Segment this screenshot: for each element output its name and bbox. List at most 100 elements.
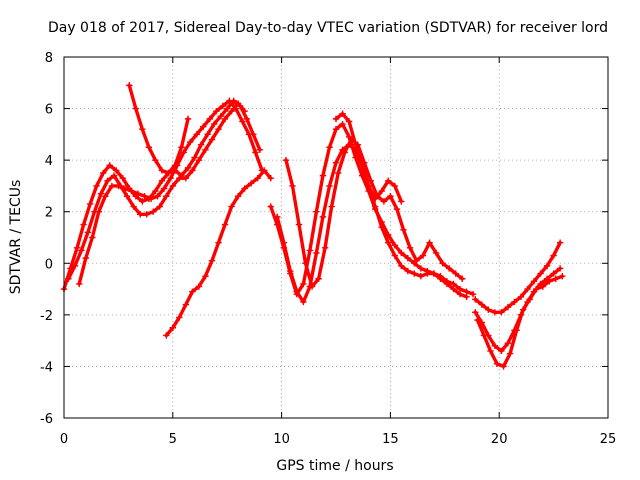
data-point (313, 208, 320, 215)
data-point (378, 223, 385, 231)
data-point (189, 167, 196, 174)
data-point (404, 267, 412, 275)
data-point (469, 291, 477, 298)
data-point (498, 347, 505, 355)
data-point (200, 123, 207, 130)
data-point (195, 283, 203, 290)
data-point (256, 146, 264, 154)
series-arc-6 (267, 120, 477, 298)
data-point (139, 198, 146, 205)
data-point (169, 182, 176, 190)
x-tick-label: 25 (600, 432, 617, 447)
data-point (254, 174, 261, 182)
data-point (121, 185, 129, 192)
data-point (411, 270, 418, 277)
data-point (487, 347, 494, 355)
data-point (226, 97, 233, 105)
data-point (76, 280, 83, 288)
data-point (210, 120, 218, 128)
data-point (139, 126, 146, 133)
data-point (398, 262, 405, 270)
data-point (115, 182, 122, 190)
data-point (517, 293, 525, 301)
x-tick-label: 20 (491, 432, 508, 447)
data-point (532, 285, 540, 293)
data-point (552, 275, 559, 282)
data-point (417, 265, 425, 272)
data-point (110, 172, 118, 179)
x-tick-label: 15 (382, 432, 399, 447)
data-point (300, 298, 307, 306)
data-point (150, 208, 157, 215)
data-point (267, 203, 274, 210)
series-arc-1 (60, 97, 264, 293)
data-point (456, 291, 464, 298)
data-point (152, 187, 159, 195)
data-point (321, 244, 329, 252)
data-point (197, 141, 205, 148)
data-point (293, 288, 301, 295)
data-point (169, 324, 176, 331)
data-point (339, 110, 346, 117)
data-point (152, 156, 159, 164)
data-point (459, 275, 466, 282)
data-point (163, 332, 170, 339)
series-trace (62, 99, 262, 291)
data-point (73, 244, 81, 252)
data-point (439, 260, 446, 267)
data-point (84, 229, 92, 236)
data-point (295, 221, 303, 228)
data-point (80, 221, 87, 228)
data-point (537, 270, 544, 277)
data-point (334, 169, 342, 177)
data-point (147, 195, 155, 203)
data-point (306, 247, 314, 254)
data-point (167, 174, 174, 182)
data-point (202, 146, 209, 154)
axis-ticks: 0 5 10 15 20 25 -6 -4 -2 0 2 4 6 8 (40, 51, 616, 447)
data-point (308, 283, 316, 290)
data-point (546, 278, 553, 285)
data-point (213, 107, 220, 115)
data-point (184, 164, 192, 172)
series-arc-2 (65, 100, 248, 282)
data-point (184, 115, 192, 123)
data-point (187, 138, 194, 146)
series-arc-12 (474, 272, 566, 370)
data-point (128, 187, 135, 195)
series-arc-5 (163, 167, 274, 339)
data-point (289, 182, 296, 190)
data-point (219, 102, 227, 110)
data-point (89, 234, 96, 241)
data-point (513, 327, 520, 334)
data-point (93, 182, 100, 190)
x-tick-label: 5 (169, 432, 177, 447)
data-point (385, 239, 392, 246)
data-point (452, 270, 459, 277)
data-point (282, 156, 290, 164)
data-point (178, 144, 185, 151)
plot-frame (63, 56, 609, 419)
data-point (154, 193, 161, 200)
data-point (300, 280, 307, 288)
data-point (493, 360, 501, 368)
data-point (391, 242, 398, 249)
chart-title: Day 018 of 2017, Sidereal Day-to-day VTE… (48, 20, 608, 36)
data-point (221, 221, 229, 228)
data-point (102, 193, 109, 200)
data-point (191, 154, 198, 161)
data-point (136, 211, 144, 218)
data-point (97, 190, 105, 197)
data-point (315, 275, 322, 282)
data-point (215, 126, 222, 133)
data-point (426, 239, 433, 246)
data-point (241, 107, 248, 115)
data-point (234, 193, 242, 200)
data-point (485, 306, 492, 313)
data-point (385, 177, 392, 184)
data-point (432, 249, 440, 257)
data-point (491, 342, 499, 349)
data-point (224, 105, 231, 112)
data-point (419, 252, 427, 259)
data-point (424, 270, 431, 277)
